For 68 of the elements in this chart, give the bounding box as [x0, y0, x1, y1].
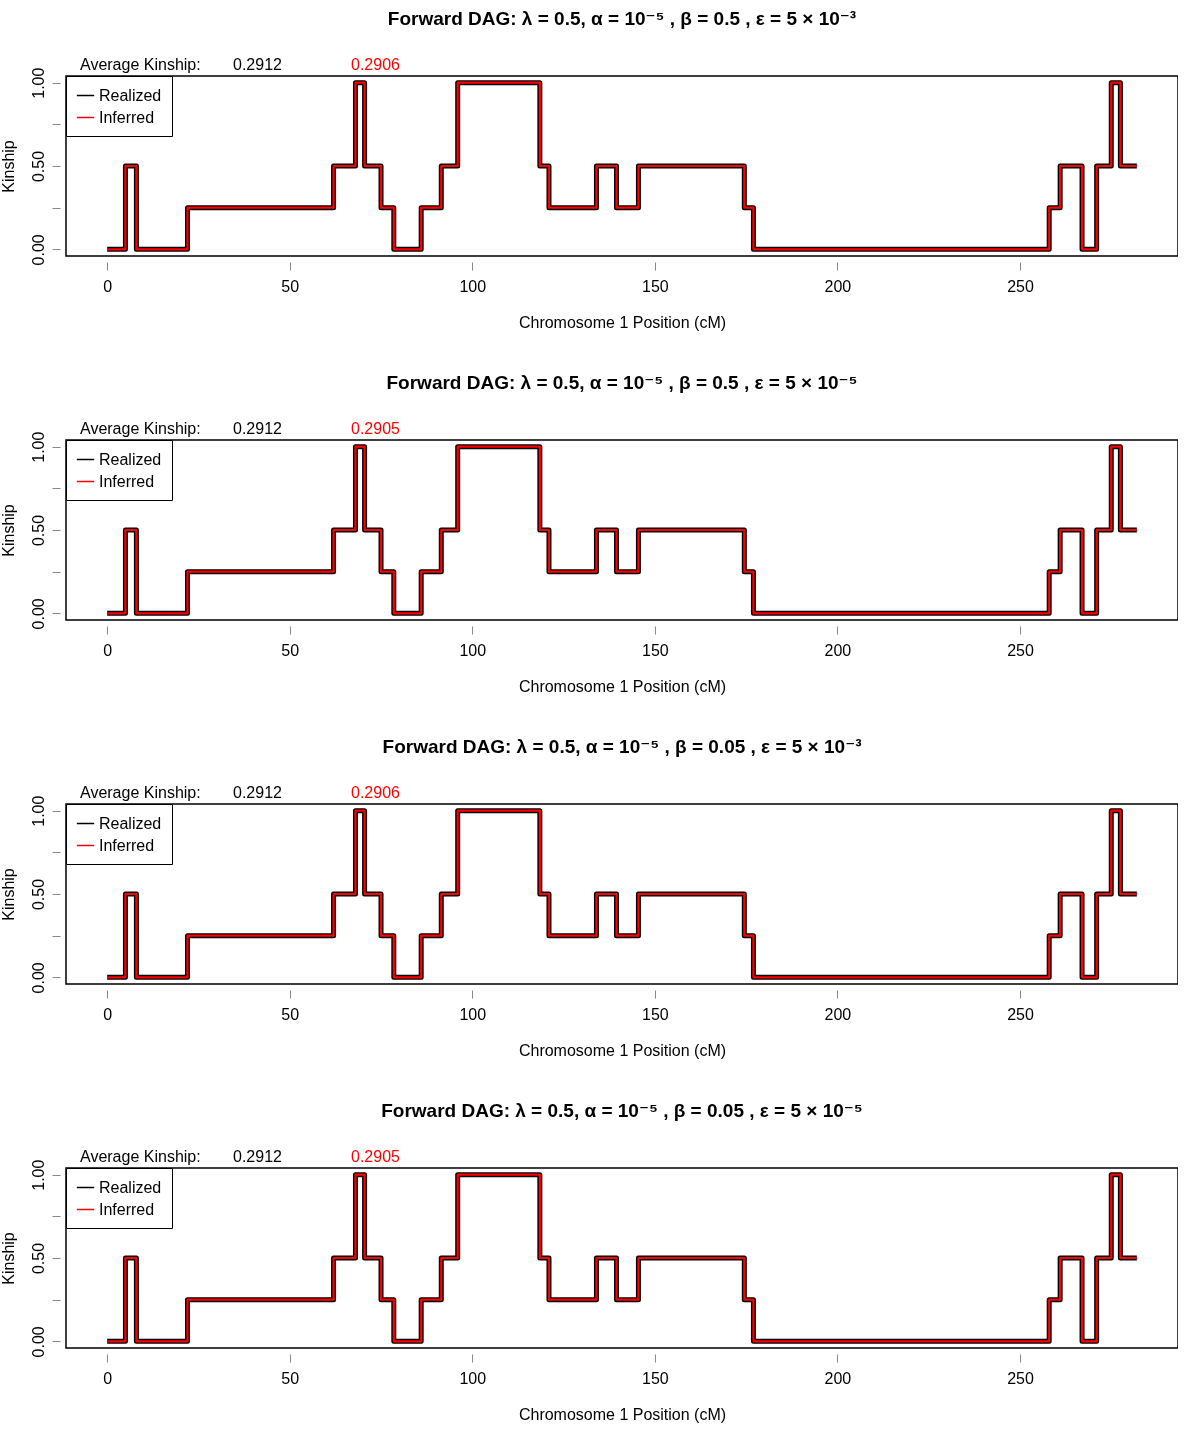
x-axis-title: Chromosome 1 Position (cM) — [518, 677, 727, 695]
x-tick-label: 200 — [824, 1005, 852, 1023]
x-tick-label: 150 — [642, 1005, 669, 1023]
x-tick-label: 0 — [103, 1005, 113, 1023]
text: 0.2912 — [233, 56, 283, 73]
y-tick-label: 0.00 — [29, 234, 47, 266]
text: 0.2906 — [351, 784, 401, 801]
x-tick-label: 250 — [1007, 641, 1034, 659]
y-tick-label: 1.00 — [29, 431, 47, 463]
text: 0.2905 — [351, 420, 401, 437]
x-tick-label: 50 — [281, 277, 300, 295]
y-axis-title: Kinship — [0, 1232, 17, 1285]
y-tick-label: 0.00 — [29, 598, 47, 630]
x-tick-label: 0 — [103, 641, 113, 659]
y-tick-label: 0.50 — [29, 150, 47, 183]
x-tick-label: 250 — [1007, 1369, 1034, 1387]
y-tick-label: 1.00 — [29, 1159, 47, 1191]
legend-label: Inferred — [99, 108, 155, 126]
y-tick-label: 0.50 — [29, 1242, 47, 1275]
x-tick-label: 200 — [824, 277, 852, 295]
x-tick-label: 150 — [642, 277, 669, 295]
x-tick-label: 250 — [1007, 277, 1034, 295]
x-axis-title: Chromosome 1 Position (cM) — [518, 1041, 727, 1059]
legend-label: Inferred — [99, 472, 155, 490]
legend-label: Inferred — [99, 836, 155, 854]
x-tick-label: 200 — [824, 641, 852, 659]
x-tick-label: 50 — [281, 1369, 300, 1387]
x-tick-label: 50 — [281, 641, 300, 659]
y-tick-label: 1.00 — [29, 795, 47, 827]
y-axis-title: Kinship — [0, 140, 17, 193]
legend-label: Realized — [99, 1178, 162, 1196]
x-tick-label: 0 — [103, 1369, 113, 1387]
text: 0.2906 — [351, 56, 401, 73]
y-tick-label: 0.50 — [29, 514, 47, 547]
x-tick-label: 0 — [103, 277, 113, 295]
text: 0.2912 — [233, 784, 283, 801]
text: Average Kinship: — [80, 784, 201, 801]
x-tick-label: 100 — [459, 277, 487, 295]
legend-label: Realized — [99, 450, 162, 468]
y-axis-title: Kinship — [0, 504, 17, 557]
x-tick-label: 150 — [642, 641, 669, 659]
text: 0.2912 — [233, 1148, 283, 1165]
text: Average Kinship: — [80, 1148, 201, 1165]
text: 0.2912 — [233, 420, 283, 437]
x-tick-label: 250 — [1007, 1005, 1034, 1023]
x-axis-title: Chromosome 1 Position (cM) — [518, 1405, 727, 1423]
x-tick-label: 100 — [459, 1005, 487, 1023]
chart-title: Forward DAG: λ = 0.5, α = 10⁻⁵ , β = 0.05 , ε = 5 × 10⁻⁵ — [381, 1100, 863, 1121]
y-tick-label: 0.00 — [29, 962, 47, 994]
text: Average Kinship: — [80, 56, 201, 73]
y-tick-label: 0.50 — [29, 878, 47, 911]
x-tick-label: 200 — [824, 1369, 852, 1387]
x-axis-title: Chromosome 1 Position (cM) — [518, 313, 727, 331]
chart-title: Forward DAG: λ = 0.5, α = 10⁻⁵ , β = 0.05 , ε = 5 × 10⁻³ — [382, 736, 862, 757]
legend-label: Realized — [99, 86, 162, 104]
text: 0.2905 — [351, 1148, 401, 1165]
text: Average Kinship: — [80, 420, 201, 437]
legend-label: Inferred — [99, 1200, 155, 1218]
y-axis-title: Kinship — [0, 868, 17, 921]
y-tick-label: 1.00 — [29, 67, 47, 99]
x-tick-label: 150 — [642, 1369, 669, 1387]
chart-title: Forward DAG: λ = 0.5, α = 10⁻⁵ , β = 0.5 , ε = 5 × 10⁻³ — [387, 8, 857, 29]
legend-label: Realized — [99, 814, 162, 832]
chart-title: Forward DAG: λ = 0.5, α = 10⁻⁵ , β = 0.5 , ε = 5 × 10⁻⁵ — [386, 372, 858, 393]
x-tick-label: 100 — [459, 641, 487, 659]
x-tick-label: 50 — [281, 1005, 300, 1023]
y-tick-label: 0.00 — [29, 1326, 47, 1358]
x-tick-label: 100 — [459, 1369, 487, 1387]
